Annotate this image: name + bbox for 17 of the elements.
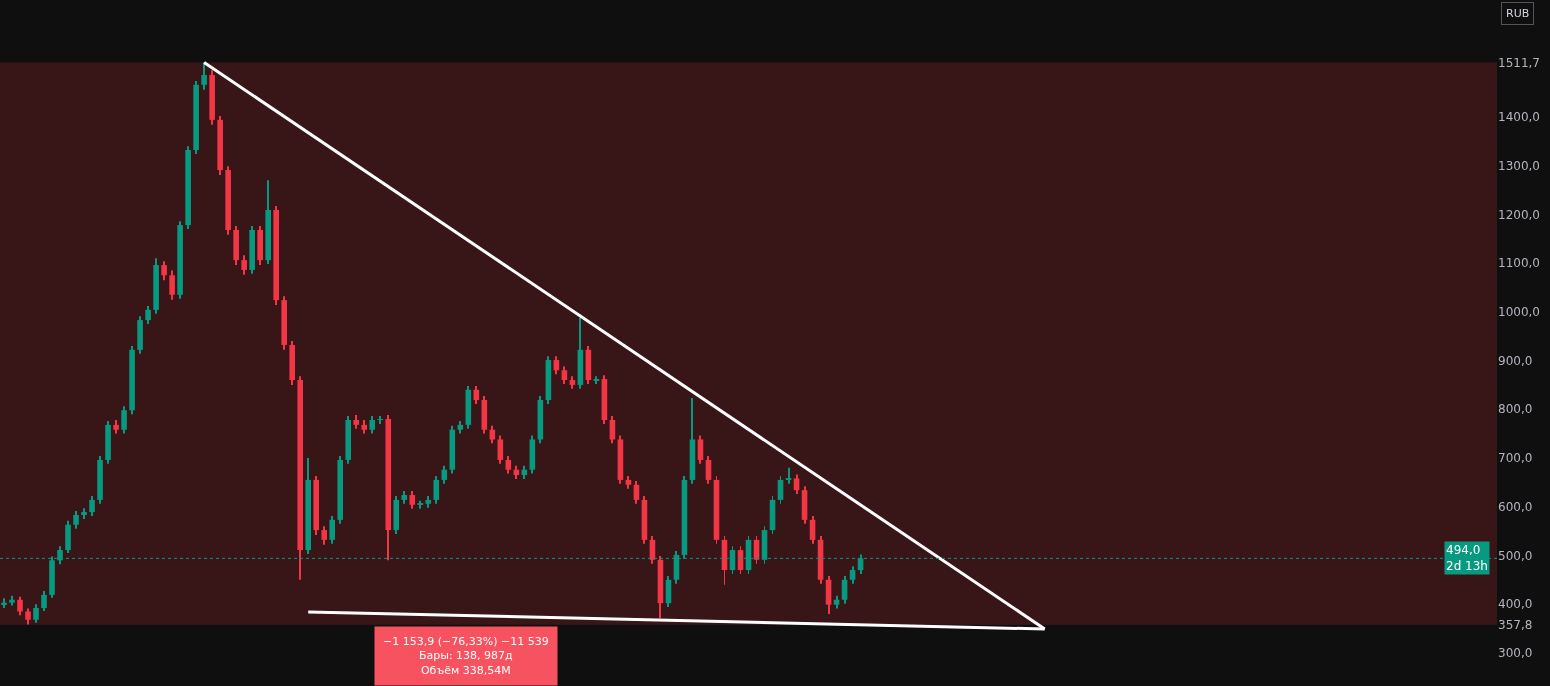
y-tick-label: 400,0	[1498, 597, 1533, 612]
y-tick-label: 500,0	[1498, 548, 1533, 563]
y-tick-label: 600,0	[1498, 499, 1533, 514]
y-tick-label: 700,0	[1498, 451, 1533, 466]
text: RUB	[1506, 7, 1530, 20]
annotation: −1 153,9 (−76,33%) −11 539 Бары: 138, 987д Объём 338,54M	[383, 635, 549, 677]
y-tick-label: 1300,0	[1498, 158, 1540, 173]
y-tick-label: 1000,0	[1498, 305, 1540, 320]
y-tick-label: 357,8	[1498, 617, 1533, 632]
ref-line-label: 494,0 2d 13h	[1446, 543, 1488, 573]
y-tick-label: 1400,0	[1498, 110, 1540, 125]
y-tick-label: 800,0	[1498, 402, 1533, 417]
y-tick-label: 1200,0	[1498, 207, 1540, 222]
y-tick-label: 300,0	[1498, 646, 1533, 661]
y-tick-label: 1100,0	[1498, 256, 1540, 271]
y-tick-label: 1511,7	[1498, 55, 1540, 70]
y-tick-label: 900,0	[1498, 353, 1533, 368]
